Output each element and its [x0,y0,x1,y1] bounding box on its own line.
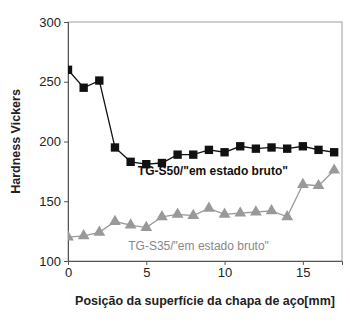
marker [266,204,278,214]
marker [78,229,90,239]
marker [330,148,338,156]
marker [236,142,244,150]
marker [95,76,103,84]
marker [297,178,309,188]
marker [250,205,262,215]
marker [126,158,134,166]
marker [173,150,181,158]
tick-label: 10 [218,265,232,280]
tick-label: 0 [65,265,72,280]
marker [68,66,72,74]
marker [172,208,184,218]
marks [68,66,340,241]
tick-label: 100 [39,254,61,269]
tick-label: 15 [296,265,310,280]
tick: 100 [39,254,68,269]
tick-label: 300 [39,15,61,30]
marker [234,206,246,216]
series-line [68,70,334,164]
marker [267,143,275,151]
tick-mark [64,201,68,202]
tick-mark [64,82,68,83]
marker [125,218,137,228]
tick-label: 250 [39,74,61,89]
marker [79,84,87,92]
tick: 300 [39,15,68,30]
x-axis: 0 5 10 15 [65,261,343,280]
marker [299,142,307,150]
tick-label: 150 [39,194,61,209]
plot: 0 5 10 15 100 150 200 250 300 TG-S50/"em estado b… [39,15,342,281]
tick-mark [64,142,68,143]
tick: 0 [65,261,72,280]
tick: 15 [296,261,310,280]
marker [203,202,215,212]
marker [111,143,119,151]
tick-mark [64,261,68,262]
tick: 250 [39,74,68,89]
marker [189,150,197,158]
marker [140,221,152,231]
marker [220,148,228,156]
tick: 150 [39,194,68,209]
marker [314,146,322,154]
marker [252,144,260,152]
chart: 0 5 10 15 100 150 200 250 300 TG-S50/"em estado b… [0,0,350,333]
axis-line [64,23,69,262]
marker [187,209,199,219]
marker [93,226,105,236]
tick: 10 [218,261,232,280]
tick-mark [64,22,68,23]
marker [313,179,325,189]
tick-label: 5 [143,265,150,280]
legend-label: TG-S35/"em estado bruto" [128,239,269,253]
y-axis: 100 150 200 250 300 [39,15,68,269]
x-axis-title: Posição da superfície da chapa de aço[mm… [75,294,335,308]
tick: 5 [143,261,150,280]
marker [68,230,74,240]
marker [156,210,168,220]
tick-label: 200 [39,134,61,149]
marker [283,144,291,152]
series-line [68,170,334,237]
marker [328,163,340,173]
marker [281,210,293,220]
tick: 200 [39,134,68,149]
legend-label: TG-S50/"em estado bruto" [138,164,288,178]
marker [205,146,213,154]
plot-frame [68,22,342,261]
y-axis-title: Hardness Vickers [9,89,23,194]
marker [109,215,121,225]
marker [219,208,231,218]
